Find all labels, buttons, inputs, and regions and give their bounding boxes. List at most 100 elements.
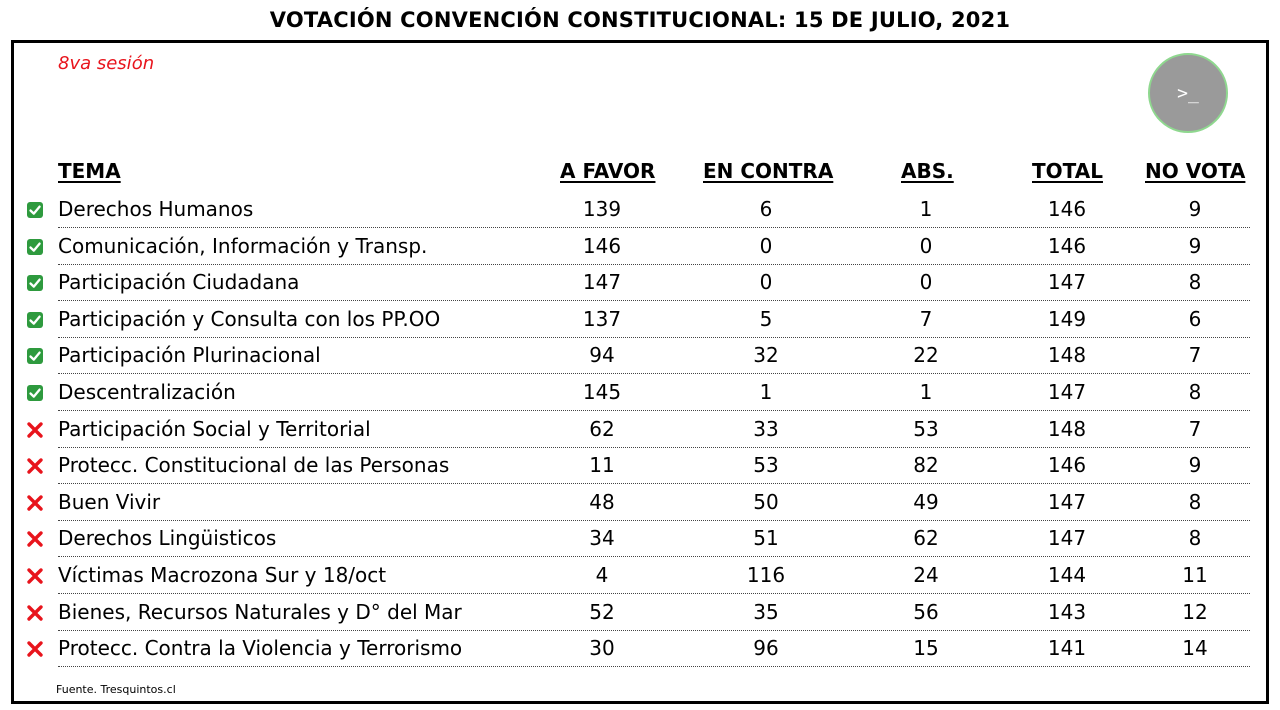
no-vota-value: 14: [1155, 636, 1235, 660]
en-contra-value: 53: [726, 453, 806, 477]
abs-value: 49: [886, 490, 966, 514]
total-value: 144: [1027, 563, 1107, 587]
row-divider: [58, 666, 1250, 667]
a-favor-value: 147: [562, 270, 642, 294]
check-icon: [26, 347, 44, 365]
tema-label: Protecc. Constitucional de las Personas: [58, 453, 449, 477]
table-row: Derechos Humanos 139 6 1 146 9: [14, 192, 1266, 229]
en-contra-value: 6: [726, 197, 806, 221]
cross-icon: [26, 421, 44, 439]
en-contra-value: 116: [726, 563, 806, 587]
tema-label: Comunicación, Información y Transp.: [58, 234, 427, 258]
a-favor-value: 34: [562, 526, 642, 550]
abs-value: 15: [886, 636, 966, 660]
a-favor-value: 62: [562, 417, 642, 441]
no-vota-value: 11: [1155, 563, 1235, 587]
check-icon: [26, 238, 44, 256]
tema-label: Derechos Humanos: [58, 197, 253, 221]
a-favor-value: 139: [562, 197, 642, 221]
a-favor-value: 4: [562, 563, 642, 587]
abs-value: 7: [886, 307, 966, 331]
no-vota-value: 8: [1155, 270, 1235, 294]
a-favor-value: 145: [562, 380, 642, 404]
header-abs: ABS.: [901, 159, 954, 183]
table-row: Descentralización 145 1 1 147 8: [14, 375, 1266, 412]
table-row: Participación Ciudadana 147 0 0 147 8: [14, 265, 1266, 302]
tema-label: Participación Ciudadana: [58, 270, 299, 294]
a-favor-value: 137: [562, 307, 642, 331]
tema-label: Participación y Consulta con los PP.OO: [58, 307, 440, 331]
en-contra-value: 33: [726, 417, 806, 441]
a-favor-value: 48: [562, 490, 642, 514]
cross-icon: [26, 604, 44, 622]
check-icon: [26, 201, 44, 219]
vote-results-frame: 8va sesión >_ TEMA A FAVOR EN CONTRA ABS…: [11, 40, 1269, 704]
header-no-vota: NO VOTA: [1145, 159, 1245, 183]
a-favor-value: 94: [562, 343, 642, 367]
total-value: 141: [1027, 636, 1107, 660]
table-row: Víctimas Macrozona Sur y 18/oct 4 116 24 144…: [14, 558, 1266, 595]
abs-value: 0: [886, 270, 966, 294]
no-vota-value: 8: [1155, 490, 1235, 514]
total-value: 147: [1027, 270, 1107, 294]
table-row: Derechos Lingüisticos 34 51 62 147 8: [14, 521, 1266, 558]
tema-label: Víctimas Macrozona Sur y 18/oct: [58, 563, 386, 587]
total-value: 148: [1027, 417, 1107, 441]
total-value: 143: [1027, 600, 1107, 624]
header-en-contra: EN CONTRA: [703, 159, 833, 183]
no-vota-value: 9: [1155, 453, 1235, 477]
no-vota-value: 7: [1155, 343, 1235, 367]
abs-value: 53: [886, 417, 966, 441]
no-vota-value: 9: [1155, 234, 1235, 258]
header-tema: TEMA: [58, 159, 121, 183]
abs-value: 62: [886, 526, 966, 550]
tema-label: Buen Vivir: [58, 490, 160, 514]
source-note: Fuente. Tresquintos.cl: [56, 683, 176, 696]
tema-label: Derechos Lingüisticos: [58, 526, 276, 550]
total-value: 149: [1027, 307, 1107, 331]
total-value: 146: [1027, 197, 1107, 221]
abs-value: 82: [886, 453, 966, 477]
header-total: TOTAL: [1032, 159, 1103, 183]
abs-value: 22: [886, 343, 966, 367]
a-favor-value: 146: [562, 234, 642, 258]
total-value: 147: [1027, 526, 1107, 550]
tema-label: Participación Social y Territorial: [58, 417, 371, 441]
cross-icon: [26, 530, 44, 548]
no-vota-value: 7: [1155, 417, 1235, 441]
page-title: VOTACIÓN CONVENCIÓN CONSTITUCIONAL: 15 D…: [0, 8, 1280, 32]
total-value: 146: [1027, 453, 1107, 477]
no-vota-value: 6: [1155, 307, 1235, 331]
total-value: 146: [1027, 234, 1107, 258]
tema-label: Descentralización: [58, 380, 236, 404]
table-row: Buen Vivir 48 50 49 147 8: [14, 485, 1266, 522]
check-icon: [26, 384, 44, 402]
abs-value: 1: [886, 380, 966, 404]
tema-label: Bienes, Recursos Naturales y D° del Mar: [58, 600, 462, 624]
table-row: Participación Social y Territorial 62 33 53…: [14, 412, 1266, 449]
table-row: Protecc. Constitucional de las Personas 1…: [14, 448, 1266, 485]
check-icon: [26, 311, 44, 329]
en-contra-value: 0: [726, 270, 806, 294]
en-contra-value: 5: [726, 307, 806, 331]
cross-icon: [26, 640, 44, 658]
abs-value: 24: [886, 563, 966, 587]
no-vota-value: 12: [1155, 600, 1235, 624]
a-favor-value: 11: [562, 453, 642, 477]
en-contra-value: 35: [726, 600, 806, 624]
a-favor-value: 30: [562, 636, 642, 660]
en-contra-value: 96: [726, 636, 806, 660]
en-contra-value: 1: [726, 380, 806, 404]
en-contra-value: 50: [726, 490, 806, 514]
no-vota-value: 8: [1155, 380, 1235, 404]
header-a-favor: A FAVOR: [560, 159, 655, 183]
cross-icon: [26, 494, 44, 512]
tema-label: Participación Plurinacional: [58, 343, 321, 367]
table-row: Participación y Consulta con los PP.OO 13…: [14, 302, 1266, 339]
table-row: Protecc. Contra la Violencia y Terrorism…: [14, 631, 1266, 668]
no-vota-value: 8: [1155, 526, 1235, 550]
table-row: Bienes, Recursos Naturales y D° del Mar 5…: [14, 595, 1266, 632]
table-row: Participación Plurinacional 94 32 22 148 7: [14, 338, 1266, 375]
cross-icon: [26, 457, 44, 475]
vote-table: TEMA A FAVOR EN CONTRA ABS. TOTAL NO VOT…: [14, 43, 1266, 701]
